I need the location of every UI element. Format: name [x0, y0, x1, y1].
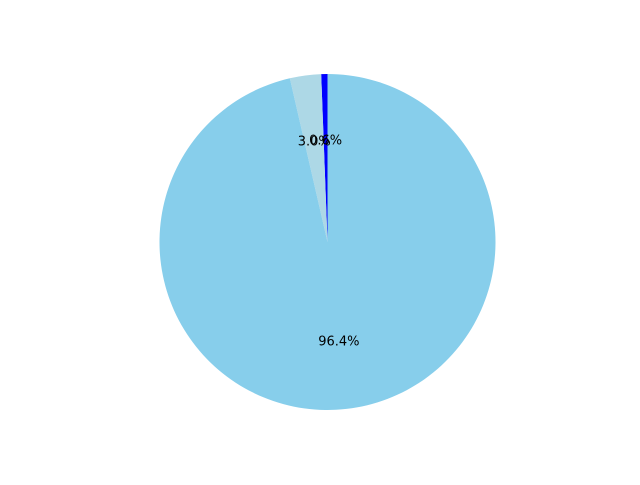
pie-slice-1	[289, 74, 328, 242]
pie-percent-label-0: 0.6%	[309, 134, 342, 149]
pie-percent-label-1: 3.0%	[298, 135, 331, 150]
pie-percent-labels: 0.6%3.0% 96.4%	[298, 134, 360, 350]
pie-percent-label-2: 96.4%	[318, 335, 359, 350]
pie-slice-2	[159, 74, 496, 410]
pie-slice-0	[321, 74, 328, 242]
pie-slices	[159, 74, 496, 410]
